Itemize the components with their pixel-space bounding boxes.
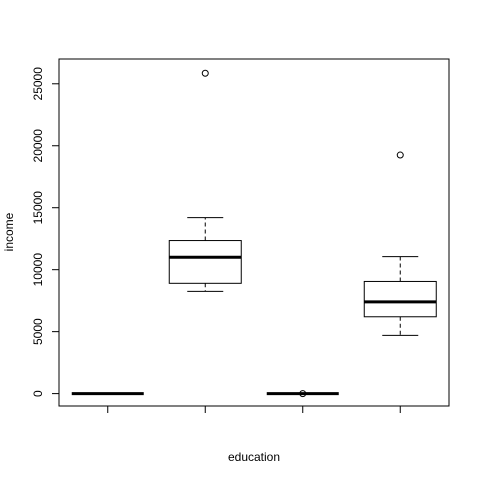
y-tick-label: 5000 [31,318,45,345]
box-body [363,280,437,318]
outlier-point [396,151,404,159]
x-axis-label: education [228,450,280,464]
outlier-point [299,390,307,398]
y-tick-label: 20000 [31,129,45,163]
y-tick-label: 15000 [31,191,45,225]
y-tick-label: 25000 [31,67,45,101]
y-tick-label: 0 [31,390,45,397]
y-axis-label: income [2,212,16,251]
y-tick-label: 10000 [31,253,45,287]
outlier-point [201,69,209,77]
plot-layer: 0 5000 10000 15000 20000 25000 [31,58,450,413]
box-body [168,240,242,284]
plot-frame [58,58,450,407]
